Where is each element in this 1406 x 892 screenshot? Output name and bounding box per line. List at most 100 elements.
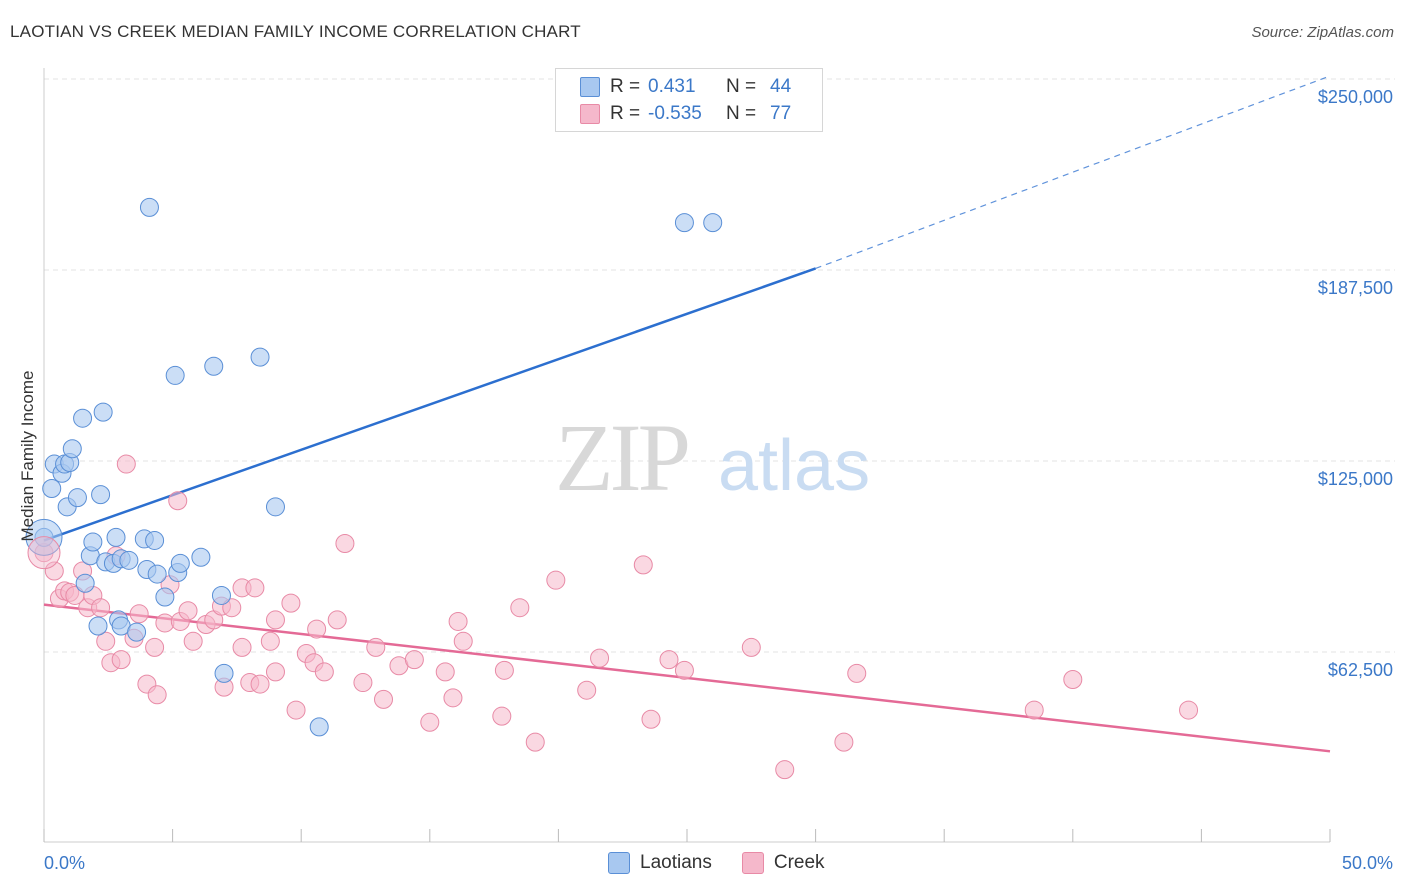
legend-n-label: N = [726,103,757,124]
point-laotians [42,479,62,499]
point-creek [453,631,473,651]
point-creek [27,536,61,570]
legend-label-creek: Creek [773,852,825,873]
point-creek [91,598,111,618]
x-tick-label: 0.0% [44,853,85,873]
point-creek [286,700,306,720]
zipatlas-watermark: ZIP atlas [555,404,870,511]
legend-r-value: -0.535 [648,103,702,124]
point-laotians [703,213,723,233]
point-creek [1024,700,1044,720]
point-creek [335,534,355,554]
source-label: Source: ZipAtlas.com [1251,24,1394,41]
point-creek [448,611,468,631]
legend-n-value: 44 [770,76,792,97]
point-creek [307,619,327,639]
y-tick-label: $62,500 [1328,660,1393,680]
point-creek [314,662,334,682]
grid-lines [44,78,1395,653]
legend-label-laotians: Laotians [640,852,712,873]
point-creek [250,674,270,694]
point-creek [116,454,136,474]
legend-item-laotians: Laotians [608,852,712,874]
point-laotians [214,663,234,683]
point-creek [510,598,530,618]
data-points [25,197,1199,780]
point-creek [260,631,280,651]
point-creek [641,709,661,729]
point-laotians [145,530,165,550]
legend-swatch-laotians [608,852,630,874]
y-tick-label: $187,500 [1318,278,1393,298]
point-creek [834,732,854,752]
point-creek [183,631,203,651]
point-creek [44,561,64,581]
legend-swatch-creek [580,104,600,124]
point-creek [1063,670,1083,690]
point-creek [674,660,694,680]
point-laotians [674,213,694,233]
point-creek [435,662,455,682]
legend-item-creek: Creek [741,852,825,874]
point-laotians [75,573,95,593]
point-laotians [25,518,63,556]
legend-r-value: 0.431 [648,76,696,97]
stats-legend: R = 0.431 N = 44 R = -0.535 N = 77 [555,68,823,132]
point-laotians [83,532,103,552]
point-creek [265,662,285,682]
legend-r-label: R = [610,76,641,97]
x-tick-label: 50.0% [1342,853,1393,873]
legend-swatch-laotians [580,77,600,97]
point-laotians [309,717,329,737]
axes [43,68,1331,843]
point-creek [494,660,514,680]
trend-line-laotians [43,267,817,542]
point-creek [443,688,463,708]
point-laotians [67,488,87,508]
chart-title: LAOTIAN VS CREEK MEDIAN FAMILY INCOME CO… [10,22,581,41]
point-creek [232,637,252,657]
legend-r-label: R = [610,103,641,124]
point-laotians [204,356,224,376]
legend-n-value: 77 [770,103,792,124]
point-creek [129,604,149,624]
svg-text:ZIP: ZIP [555,404,688,511]
point-creek [353,673,373,693]
point-creek [168,491,188,511]
point-creek [327,610,347,630]
point-creek [525,732,545,752]
point-laotians [147,564,167,584]
point-creek [1179,700,1199,720]
point-laotians [88,616,108,636]
point-creek [178,601,198,621]
point-creek [741,637,761,657]
point-laotians [170,553,190,573]
series-legend: Laotians Creek [608,852,855,874]
point-creek [96,631,116,651]
point-laotians [119,550,139,570]
point-creek [633,555,653,575]
point-laotians [155,587,175,607]
point-creek [577,680,597,700]
y-tick-label: $250,000 [1318,87,1393,107]
point-creek [374,689,394,709]
point-creek [775,760,795,780]
point-laotians [106,527,126,547]
point-laotians [62,439,82,459]
point-creek [404,650,424,670]
legend-swatch-creek [741,852,764,874]
point-creek [659,650,679,670]
y-tick-label: $125,000 [1318,469,1393,489]
point-laotians [165,365,185,385]
point-creek [265,610,285,630]
point-creek [492,706,512,726]
trend-line-laotians-extension [815,75,1331,270]
point-creek [590,648,610,668]
point-laotians [265,497,285,517]
tick-labels: $62,500 $125,000 $187,500 $250,000 0.0% 50.0%… [18,87,1393,873]
point-laotians [250,347,270,367]
point-creek [847,663,867,683]
point-laotians [73,408,93,428]
point-creek [111,650,131,670]
